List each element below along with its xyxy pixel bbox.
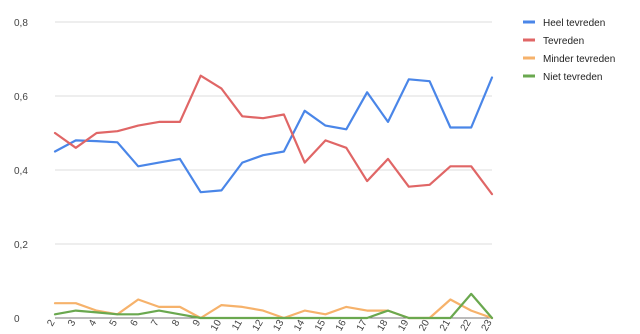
x-tick-label: 8: [170, 318, 183, 329]
x-tick-label: 5: [108, 318, 121, 329]
grid-lines: [55, 21, 492, 319]
x-tick-label: 21: [438, 318, 453, 334]
series-line-niet-tevreden: [53, 292, 494, 320]
y-tick-label: 0: [14, 314, 20, 325]
x-tick-label: 10: [209, 318, 224, 334]
x-tick-label: 2: [45, 318, 58, 329]
x-tick-label: 16: [334, 318, 349, 334]
y-tick-label: 0,8: [14, 18, 28, 29]
y-tick-label: 0,6: [14, 92, 28, 103]
x-tick-label: 11: [230, 318, 245, 333]
x-tick-label: 3: [66, 318, 79, 329]
x-tick-label: 12: [251, 318, 266, 334]
series-lines: [53, 74, 494, 320]
x-tick-label: 17: [355, 318, 370, 334]
x-tick-label: 15: [313, 318, 328, 334]
series-line-heel-tevreden: [53, 76, 494, 194]
legend-label: Tevreden: [543, 36, 584, 47]
legend-label: Niet tevreden: [543, 72, 602, 83]
x-tick-label: 4: [87, 318, 100, 329]
series-line-tevreden: [53, 74, 494, 196]
legend: Heel tevreden Tevreden Minder tevreden Niet…: [523, 18, 615, 83]
y-tick-label: 0,4: [14, 166, 28, 177]
x-tick-label: 9: [191, 318, 204, 329]
y-tick-label: 0,2: [14, 240, 28, 251]
x-tick-label: 14: [292, 318, 307, 334]
legend-label: Heel tevreden: [543, 18, 605, 29]
x-tick-label: 13: [271, 318, 286, 334]
x-tick-label: 23: [480, 318, 495, 334]
x-axis: 2 3 4 5 6 7 8 9 10 11 12 13 14 15 16 17 18 19 20 21 22 23: [45, 318, 495, 334]
x-tick-label: 22: [459, 318, 474, 334]
x-tick-label: 18: [375, 318, 390, 334]
y-axis: 0 0,2 0,4 0,6 0,8: [14, 18, 28, 325]
legend-label: Minder tevreden: [543, 54, 615, 65]
x-tick-label: 20: [417, 318, 432, 334]
x-tick-label: 7: [149, 318, 162, 329]
x-tick-label: 6: [129, 318, 142, 329]
x-tick-label: 19: [396, 318, 411, 334]
